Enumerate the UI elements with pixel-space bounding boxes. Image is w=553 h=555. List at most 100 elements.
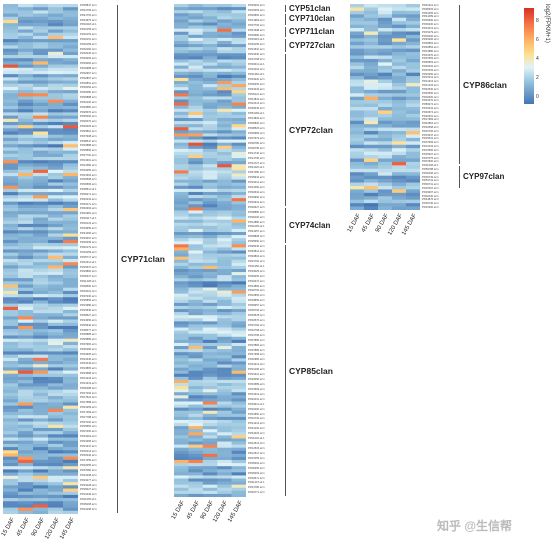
heatmap-cell [231, 302, 246, 307]
heatmap-cell [364, 120, 379, 125]
heatmap-cell [406, 151, 420, 156]
heatmap-cell [3, 112, 19, 116]
row-id-label: Phf04900.s2.1 [248, 195, 265, 199]
heatmap-cell [33, 169, 49, 174]
heatmap-cell [202, 65, 218, 70]
heatmap-cell [63, 90, 78, 94]
heatmap-cell [174, 475, 189, 479]
heatmap-cell [217, 235, 232, 239]
row-id-label: Phf34905.s2.1 [80, 352, 97, 356]
heatmap-cell [406, 199, 420, 204]
heatmap-cell [174, 469, 189, 473]
heatmap-cell [231, 309, 246, 313]
heatmap-cell [3, 402, 19, 406]
heatmap-cell [202, 4, 218, 8]
heatmap-cell [174, 207, 189, 211]
heatmap-cell [33, 93, 49, 97]
heatmap-cell [3, 198, 19, 202]
heatmap-cell [63, 217, 78, 222]
row-id-label: Phf09205.s2.1 [248, 274, 265, 278]
heatmap-cell [350, 7, 365, 12]
heatmap-cell [3, 306, 19, 311]
clan-bracket [285, 208, 286, 244]
heatmap-cell [392, 158, 407, 163]
row-id-label: Phf08880.s2.1 [248, 210, 265, 214]
heatmap-cell [188, 386, 204, 390]
heatmap-cell [217, 259, 232, 264]
heatmap-cell [231, 490, 246, 495]
row-ids-3: Phf42224.s2.1 Phf38325.s2.1 Phf43255.s2.1 P… [422, 4, 458, 210]
heatmap-cell [174, 463, 189, 467]
heatmap-cell [202, 321, 218, 325]
heatmap-cell [48, 55, 64, 59]
heatmap-cell [188, 401, 204, 405]
heatmap-cell [18, 144, 34, 148]
heatmap-cell [18, 150, 34, 155]
heatmap-cell [406, 58, 420, 63]
row-id-label: Phf31780.s2.1 [248, 486, 265, 490]
heatmap-cell [350, 148, 365, 152]
heatmap-cell [188, 302, 204, 307]
heatmap-cell [63, 106, 78, 110]
heatmap-cell [378, 137, 393, 142]
heatmap-cell [18, 35, 34, 40]
heatmap-cell [63, 367, 78, 371]
heatmap-cell [63, 74, 78, 78]
heatmap-cell [406, 127, 420, 132]
heatmap-cell [33, 112, 49, 116]
row-id-label: Phf40574.s2.1 [422, 110, 439, 114]
heatmap-cell [63, 198, 78, 202]
heatmap-cell [63, 412, 78, 416]
heatmap-cell [3, 99, 19, 104]
heatmap-cell [202, 413, 218, 418]
heatmap-cell [18, 255, 34, 260]
heatmap-cell [63, 332, 78, 336]
heatmap-cell [63, 166, 78, 171]
heatmap-cell [63, 80, 78, 84]
heatmap-cell [231, 493, 246, 497]
heatmap-cell [217, 410, 232, 415]
heatmap-cell [33, 482, 49, 486]
heatmap-cell [188, 59, 204, 63]
heatmap-cell [406, 82, 420, 87]
heatmap-cell [48, 345, 64, 349]
heatmap-cell [48, 227, 64, 231]
heatmap-cell [231, 191, 246, 196]
heatmap-cell [174, 352, 189, 356]
heatmap-cell [18, 510, 34, 514]
heatmap-cell [378, 10, 393, 15]
heatmap-cell [406, 4, 420, 8]
heatmap-cell [202, 114, 218, 119]
heatmap-cell [378, 4, 393, 8]
heatmap-cell [378, 82, 393, 87]
heatmap-cell [18, 297, 34, 301]
row-id-label: Phf03907.s2.1 [422, 190, 439, 194]
heatmap-cell [231, 99, 246, 103]
row-id-label: Phf40540.s2.1 [422, 87, 439, 91]
heatmap-cell [18, 106, 34, 110]
heatmap-cell [18, 45, 34, 49]
heatmap-cell [217, 469, 232, 473]
heatmap-cell [33, 310, 49, 314]
heatmap-cell [217, 423, 232, 427]
heatmap-cell [378, 21, 393, 25]
heatmap-cell [188, 318, 204, 322]
heatmap-cell [63, 322, 78, 327]
heatmap-cell [231, 130, 246, 134]
heatmap-cell [378, 172, 393, 176]
heatmap-cell [33, 106, 49, 110]
row-id-label: Phf16440.s2.1 [80, 357, 97, 361]
heatmap-cell [63, 176, 78, 180]
heatmap-cell [3, 491, 19, 496]
heatmap-cell [3, 118, 19, 123]
heatmap-cell [174, 419, 189, 424]
heatmap-cell [63, 399, 78, 403]
heatmap-cell [188, 121, 204, 125]
heatmap-cell [217, 426, 232, 430]
heatmap-cell [350, 79, 365, 84]
heatmap-cell [63, 396, 78, 400]
row-id-label: Phf06957.s2.1 [248, 304, 265, 308]
row-id-label: Phf07966.s2.1 [80, 343, 97, 347]
row-id-label: Phf40334.s2.1 [80, 197, 97, 201]
heatmap-cell [174, 407, 189, 412]
